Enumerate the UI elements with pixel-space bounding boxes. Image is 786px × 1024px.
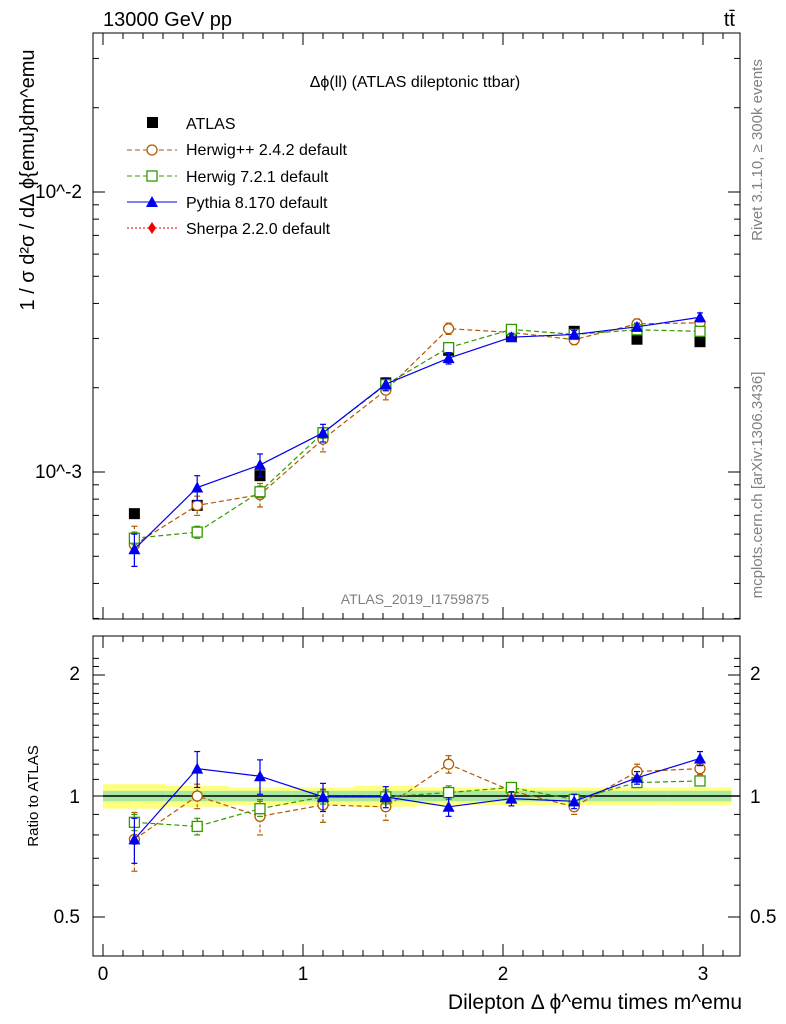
main-point-1 (442, 323, 455, 335)
ratio-point-1 (254, 803, 266, 815)
main-point-3 (505, 331, 518, 343)
ratio-point-2 (631, 771, 643, 783)
ratio-point-2 (442, 800, 455, 812)
ratio-point-2 (379, 790, 392, 802)
ratio-y-tick-label-1-right: 1 (750, 787, 761, 808)
ratio-y-tick-label-1-left: 1 (69, 787, 80, 808)
main-point-0 (694, 336, 706, 348)
main-point-2 (442, 342, 455, 354)
main-point-3 (191, 481, 204, 493)
main-point-3 (568, 328, 581, 340)
main-line-3 (133, 316, 701, 550)
main-point-3 (442, 352, 455, 364)
analysis-label: ATLAS_2019_I1759875 (341, 591, 490, 607)
ratio-y-axis-label: Ratio to ATLAS (25, 745, 42, 846)
main-y-axis-label: 1 / σ d²σ / dΔ ϕ{emu}dm^emu (17, 50, 39, 311)
main-data-layer (128, 311, 706, 568)
ratio-point-2 (317, 790, 329, 802)
ratio-y-tick-label-2-left: 2 (69, 664, 80, 685)
ratio-point-1 (505, 781, 518, 794)
x-tick-label-0: 0 (98, 964, 109, 985)
ratio-line-2 (133, 757, 701, 840)
main-line-1 (134, 322, 701, 546)
ratio-data-layer (128, 750, 706, 872)
plot-title: Δϕ(ll) (ATLAS dileptonic ttbar) (310, 74, 521, 91)
legend-label-herwigpp: Herwig++ 2.4.2 default (186, 142, 348, 159)
main-axis-ticks (93, 33, 740, 619)
main-point-3 (317, 426, 329, 438)
main-point-3 (128, 543, 141, 555)
energy-label: 13000 GeV pp (103, 9, 232, 31)
main-point-3 (254, 458, 266, 470)
mcplots-label: mcplots.cern.ch [arXiv:1306.3436] (749, 372, 766, 599)
legend-label-pythia: Pythia 8.170 default (186, 195, 328, 212)
main-point-3 (631, 320, 643, 332)
legend-marker-pythia (146, 196, 158, 207)
ratio-point-2 (128, 833, 141, 845)
ratio-point-0 (442, 758, 455, 770)
main-point-2 (694, 325, 706, 337)
x-axis-label: Dilepton Δ ϕ^emu times m^emu (448, 991, 742, 1014)
legend-marker-herwig7 (146, 170, 158, 182)
legend-marker-atlas (147, 117, 158, 128)
x-tick-label-1: 1 (298, 964, 309, 985)
ratio-point-0 (191, 790, 203, 802)
x-tick-label-2: 2 (498, 964, 509, 985)
legend-marker-sherpa (148, 222, 156, 234)
main-y-tick-label-1e-2: 10^-2 (35, 182, 82, 203)
ratio-y-tick-label-05-right: 0.5 (750, 907, 776, 928)
ratio-point-2 (254, 770, 266, 782)
main-point-3 (694, 311, 706, 323)
main-y-tick-label-1e-3: 10^-3 (35, 462, 82, 483)
rivet-version-label: Rivet 3.1.10, ≥ 300k events (749, 59, 766, 241)
ratio-point-2 (694, 752, 706, 764)
main-point-2 (191, 526, 203, 538)
legend-label-atlas: ATLAS (186, 116, 236, 133)
ratio-y-tick-label-2-right: 2 (750, 664, 761, 685)
ratio-point-2 (568, 795, 581, 807)
ratio-point-1 (191, 820, 203, 833)
ratio-axis-ticks (93, 636, 740, 956)
x-tick-label-3: 3 (698, 964, 709, 985)
ratio-y-tick-label-05-left: 0.5 (54, 907, 80, 928)
legend-marker-herwigpp (146, 144, 158, 156)
legend: ATLAS Herwig++ 2.4.2 default Herwig 7.2.… (127, 116, 348, 238)
ratio-point-1 (442, 786, 455, 799)
legend-label-herwig7: Herwig 7.2.1 default (186, 169, 329, 186)
main-point-1 (191, 499, 203, 512)
main-point-0 (631, 333, 643, 345)
process-label: tt̄ (724, 9, 736, 31)
main-point-2 (254, 486, 266, 498)
ratio-point-2 (191, 762, 204, 774)
ratio-point-1 (694, 775, 706, 787)
legend-label-sherpa: Sherpa 2.2.0 default (186, 221, 331, 238)
ratio-point-2 (505, 792, 518, 804)
main-plot-frame (92, 32, 741, 620)
main-point-0 (128, 508, 140, 520)
main-point-3 (379, 378, 392, 390)
main-line-2 (134, 328, 701, 539)
